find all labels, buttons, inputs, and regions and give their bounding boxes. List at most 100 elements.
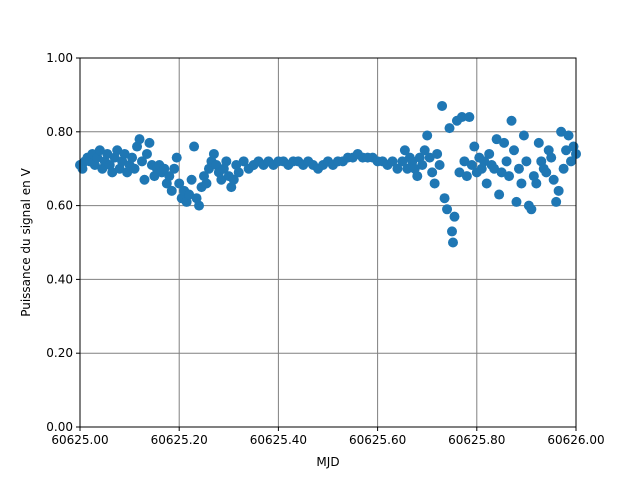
point	[186, 174, 197, 185]
point	[479, 156, 490, 167]
point	[164, 171, 175, 182]
point	[494, 189, 505, 200]
point	[553, 185, 564, 196]
point	[449, 211, 460, 222]
point	[454, 167, 465, 178]
point	[392, 163, 403, 174]
y-tick-label: 0.20	[46, 346, 73, 360]
point	[489, 163, 500, 174]
point	[174, 178, 185, 189]
point	[134, 134, 145, 145]
point	[484, 148, 495, 159]
point	[216, 174, 227, 185]
point	[531, 178, 542, 189]
point	[513, 163, 524, 174]
point	[194, 200, 205, 211]
x-tick-label: 60625.60	[349, 433, 406, 447]
point	[112, 145, 123, 156]
point	[464, 112, 475, 123]
point	[566, 156, 577, 167]
point	[397, 156, 408, 167]
point	[169, 163, 180, 174]
point	[228, 174, 239, 185]
point	[399, 145, 410, 156]
point	[422, 130, 433, 141]
point	[481, 178, 492, 189]
point	[434, 160, 445, 171]
point	[208, 148, 219, 159]
point	[558, 163, 569, 174]
point	[221, 156, 232, 167]
point	[444, 123, 455, 134]
point	[504, 171, 515, 182]
point	[238, 156, 249, 167]
point	[518, 130, 529, 141]
point	[137, 156, 147, 167]
point	[459, 156, 470, 167]
point	[469, 141, 480, 152]
point	[499, 137, 510, 148]
point	[189, 141, 200, 152]
point	[442, 204, 453, 215]
x-tick-label: 60625.00	[51, 433, 108, 447]
point	[461, 171, 472, 182]
point	[511, 196, 522, 207]
y-tick-label: 0.40	[46, 272, 73, 286]
point	[119, 148, 130, 159]
point	[429, 178, 440, 189]
point	[166, 185, 177, 196]
point	[107, 167, 118, 178]
point	[171, 152, 182, 163]
point	[402, 163, 413, 174]
point	[184, 189, 195, 200]
x-axis-label: MJD	[316, 455, 339, 469]
point	[432, 148, 443, 159]
point	[509, 145, 519, 156]
point	[437, 100, 448, 111]
x-tick-label: 60626.00	[547, 433, 604, 447]
point	[456, 112, 467, 123]
point	[501, 156, 512, 167]
point	[506, 115, 517, 126]
point	[159, 163, 170, 174]
point	[533, 137, 544, 148]
point	[561, 145, 572, 156]
point	[412, 171, 423, 182]
x-tick-label: 60625.40	[250, 433, 307, 447]
point	[447, 237, 458, 248]
point	[144, 137, 155, 148]
point	[427, 167, 438, 178]
y-tick-label: 1.00	[46, 51, 73, 65]
point	[129, 163, 140, 174]
point	[417, 160, 428, 171]
point	[551, 196, 562, 207]
point	[548, 174, 559, 185]
point	[141, 148, 152, 159]
point	[94, 145, 105, 156]
point	[521, 156, 532, 167]
y-tick-label: 0.60	[46, 199, 73, 213]
point	[491, 134, 502, 145]
point	[546, 152, 557, 163]
point	[526, 204, 537, 215]
point	[541, 167, 552, 178]
point	[419, 145, 430, 156]
plot-frame	[79, 57, 577, 428]
point	[387, 156, 398, 167]
point	[466, 160, 477, 171]
point	[233, 167, 244, 178]
y-tick-label: 0.00	[46, 420, 73, 434]
point	[424, 152, 435, 163]
point	[102, 148, 113, 159]
point	[439, 193, 450, 204]
point	[201, 178, 212, 189]
point	[556, 126, 567, 137]
y-axis-label: Puissance du signal en V	[19, 167, 33, 316]
point	[127, 152, 138, 163]
x-tick-label: 60625.80	[448, 433, 505, 447]
x-tick-label: 60625.20	[151, 433, 208, 447]
y-tick-label: 0.80	[46, 125, 73, 139]
point	[496, 167, 507, 178]
point	[516, 178, 527, 189]
